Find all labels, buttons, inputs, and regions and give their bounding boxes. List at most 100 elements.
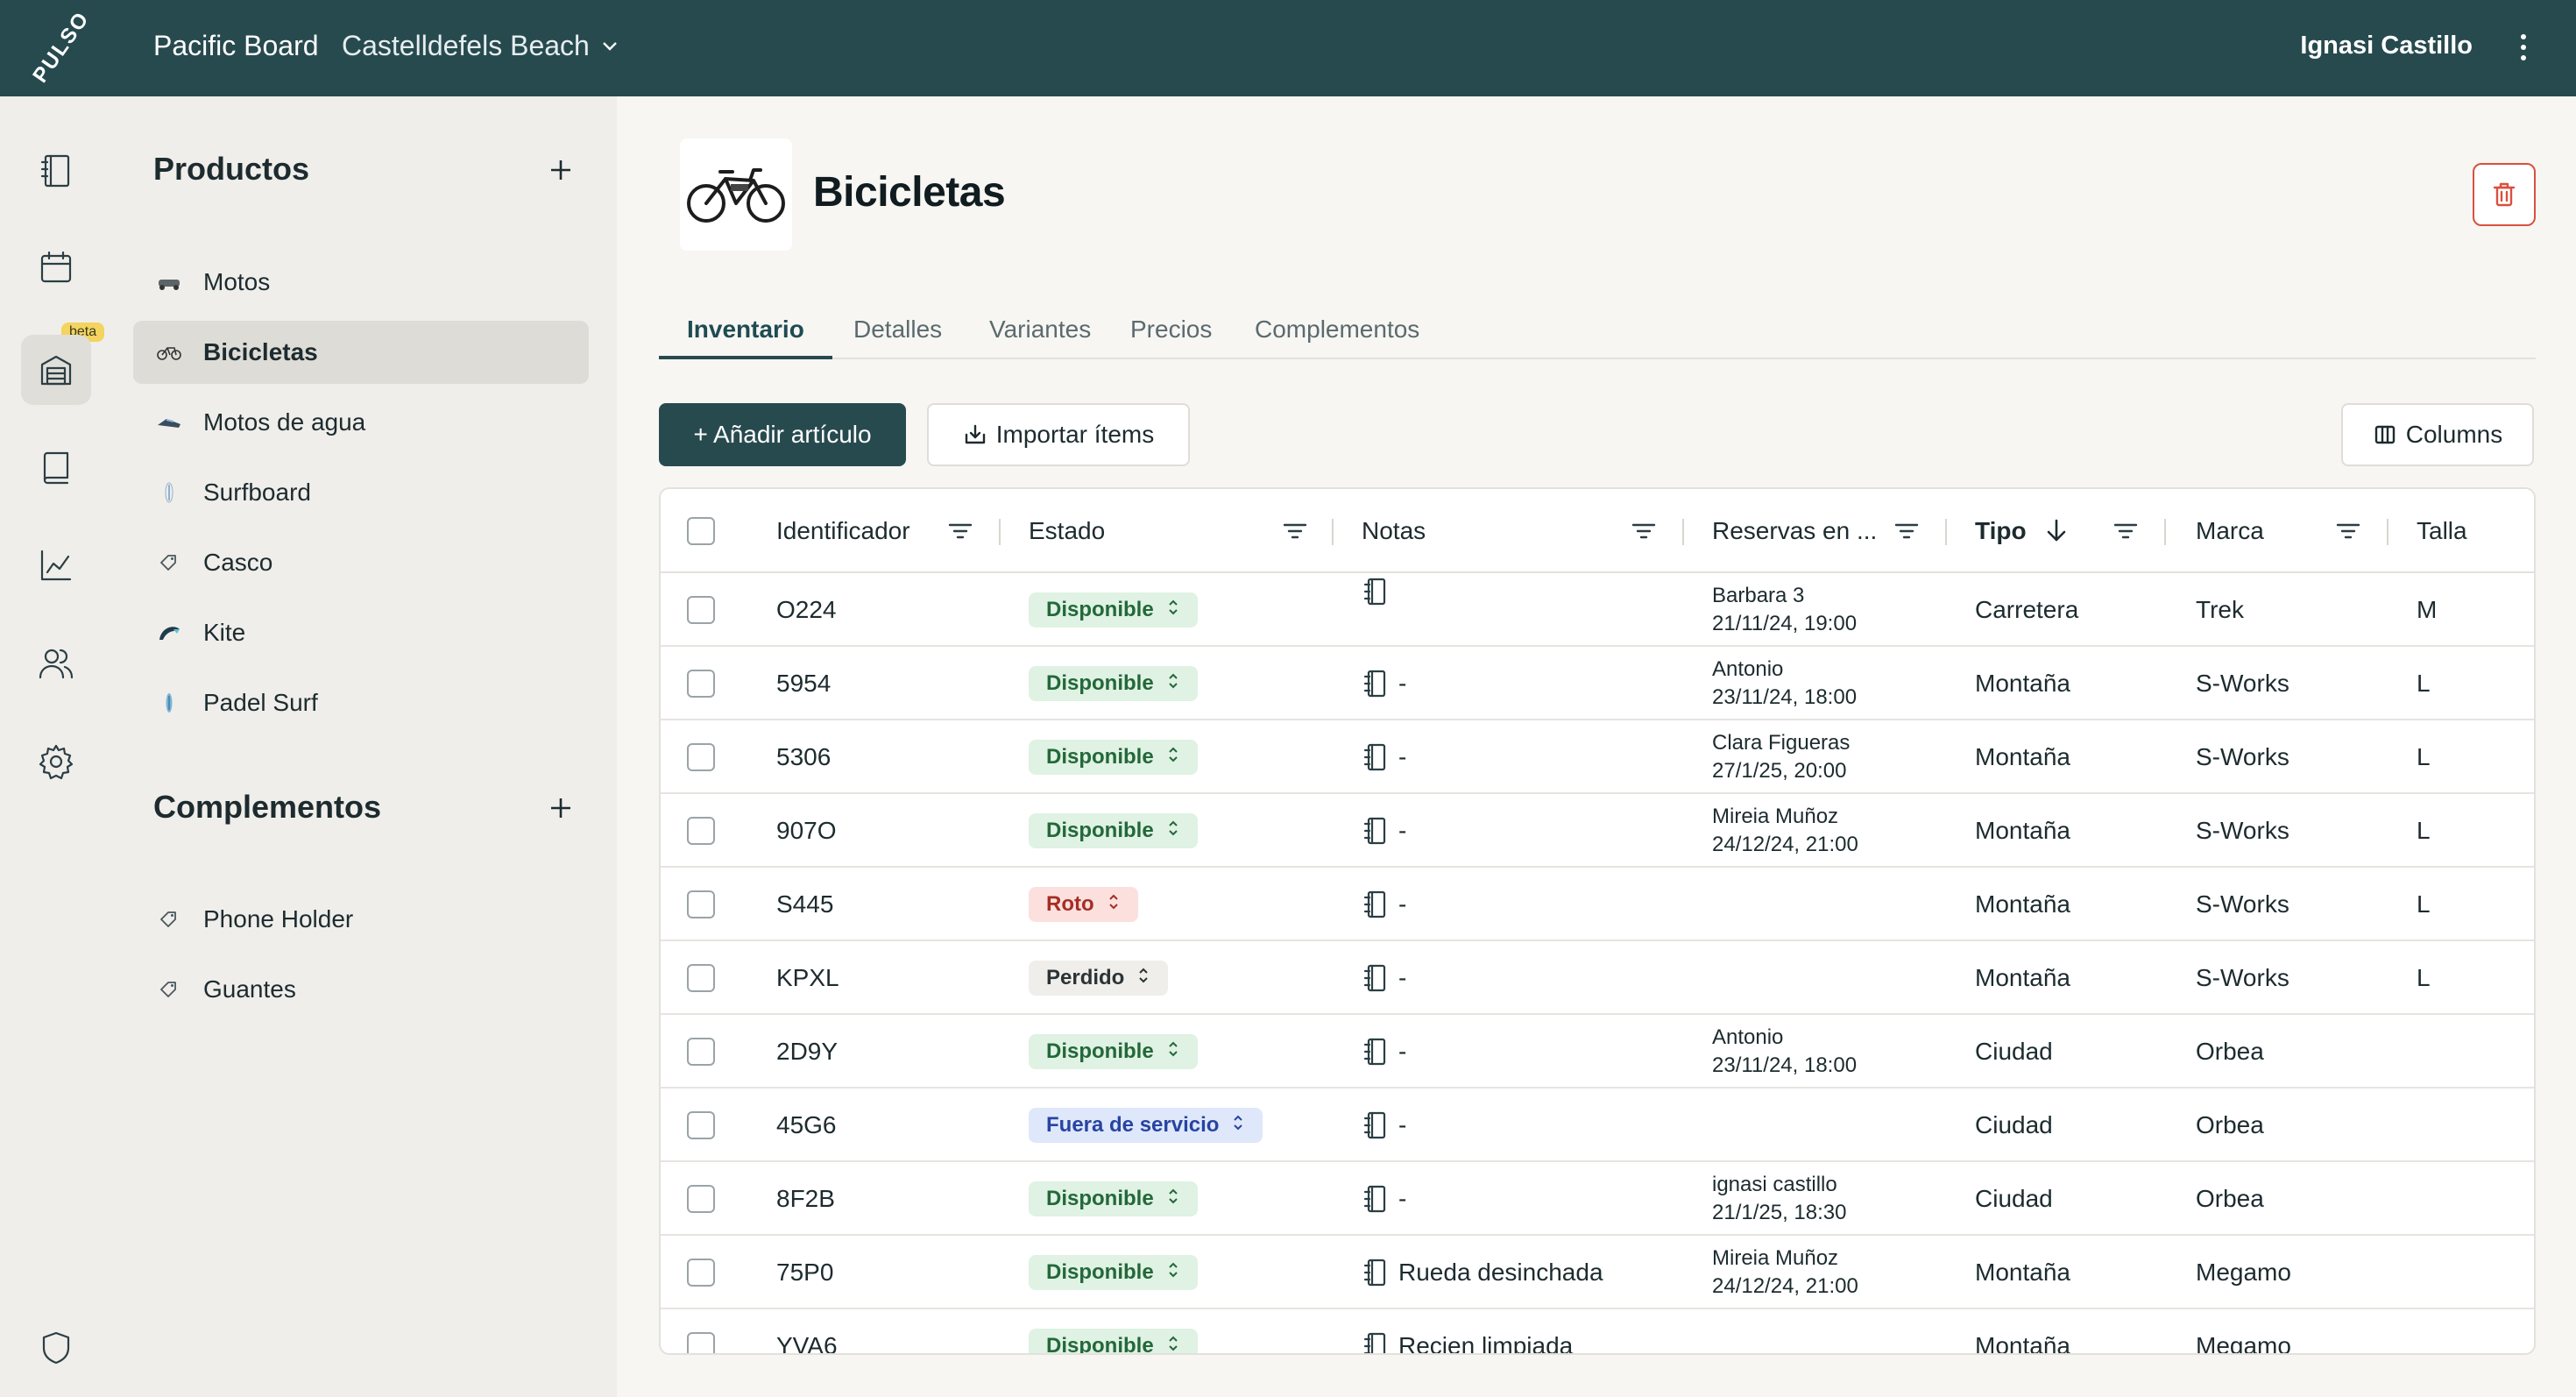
note-icon[interactable] xyxy=(1362,669,1388,698)
row-checkbox[interactable] xyxy=(687,1111,715,1139)
cell-notas[interactable]: - xyxy=(1362,1015,1406,1089)
cell-notas[interactable] xyxy=(1362,573,1398,647)
status-badge[interactable]: Disponible xyxy=(1029,666,1198,701)
cell-notas[interactable]: Rueda desinchada xyxy=(1362,1236,1603,1309)
note-icon[interactable] xyxy=(1362,1258,1388,1287)
filter-icon[interactable] xyxy=(1891,515,1922,547)
note-icon[interactable] xyxy=(1362,890,1388,919)
note-icon[interactable] xyxy=(1362,1110,1388,1140)
location-selector[interactable]: Castelldefels Beach xyxy=(342,30,618,62)
cell-reservas[interactable]: Mireia Muñoz 24/12/24, 21:00 xyxy=(1712,794,1858,868)
column-header-identificador[interactable]: Identificador xyxy=(776,517,910,544)
filter-icon[interactable] xyxy=(2332,515,2364,547)
columns-button[interactable]: Columns xyxy=(2341,403,2534,466)
tab-detalles[interactable]: Detalles xyxy=(853,316,943,343)
inventory-icon[interactable] xyxy=(21,335,91,405)
cell-notas[interactable]: Recien limpiada xyxy=(1362,1309,1573,1353)
status-badge[interactable]: Disponible xyxy=(1029,1329,1198,1353)
table-row[interactable]: 5306 Disponible - Clara Figueras 27/1/25, 20… xyxy=(661,720,2534,794)
note-icon[interactable] xyxy=(1362,1184,1388,1214)
row-checkbox[interactable] xyxy=(687,1259,715,1287)
add-product-button[interactable] xyxy=(543,152,578,188)
column-header-tipo[interactable]: Tipo xyxy=(1975,517,2027,544)
cell-reservas[interactable]: ignasi castillo 21/1/25, 18:30 xyxy=(1712,1162,1846,1236)
add-item-button[interactable]: + Añadir artículo xyxy=(659,403,906,466)
status-badge[interactable]: Disponible xyxy=(1029,740,1198,775)
filter-icon[interactable] xyxy=(945,515,976,547)
table-row[interactable]: 45G6 Fuera de servicio - Ciudad Orbea xyxy=(661,1089,2534,1162)
column-header-reservas[interactable]: Reservas en ... xyxy=(1712,517,1878,544)
cell-notas[interactable]: - xyxy=(1362,941,1406,1015)
sidebar-item-guantes[interactable]: Guantes xyxy=(133,958,589,1021)
shield-icon[interactable] xyxy=(21,1313,91,1383)
status-badge[interactable]: Fuera de servicio xyxy=(1029,1108,1263,1143)
more-options-icon[interactable] xyxy=(2513,26,2534,68)
cell-reservas[interactable]: Barbara 3 21/11/24, 19:00 xyxy=(1712,573,1857,647)
sidebar-item-motos-de-agua[interactable]: Motos de agua xyxy=(133,391,589,454)
column-header-talla[interactable]: Talla xyxy=(2417,517,2467,544)
cell-notas[interactable]: - xyxy=(1362,868,1406,941)
sidebar-item-kite[interactable]: Kite xyxy=(133,601,589,664)
cell-reservas[interactable]: Mireia Muñoz 24/12/24, 21:00 xyxy=(1712,1236,1858,1309)
note-icon[interactable] xyxy=(1362,1037,1388,1067)
table-row[interactable]: 75P0 Disponible Rueda desinchada Mireia Muñ… xyxy=(661,1236,2534,1309)
sidebar-item-motos[interactable]: Motos xyxy=(133,251,589,314)
row-checkbox[interactable] xyxy=(687,817,715,845)
table-row[interactable]: S445 Roto - Montaña S-Works L xyxy=(661,868,2534,941)
status-badge[interactable]: Roto xyxy=(1029,887,1138,922)
table-row[interactable]: 907O Disponible - Mireia Muñoz 24/12/24, 21:… xyxy=(661,794,2534,868)
cell-notas[interactable]: - xyxy=(1362,1089,1406,1162)
cell-reservas[interactable]: Clara Figueras 27/1/25, 20:00 xyxy=(1712,720,1850,794)
notebook-icon[interactable] xyxy=(21,136,91,206)
status-badge[interactable]: Perdido xyxy=(1029,961,1169,996)
cell-reservas[interactable]: Antonio 23/11/24, 18:00 xyxy=(1712,1015,1857,1089)
tab-inventario[interactable]: Inventario xyxy=(659,316,832,359)
cell-notas[interactable]: - xyxy=(1362,647,1406,720)
table-row[interactable]: 2D9Y Disponible - Antonio 23/11/24, 18:00 Ciu… xyxy=(661,1015,2534,1089)
note-icon[interactable] xyxy=(1362,963,1388,993)
tab-complementos[interactable]: Complementos xyxy=(1255,316,1420,343)
user-name[interactable]: Ignasi Castillo xyxy=(2300,32,2473,60)
users-icon[interactable] xyxy=(21,628,91,698)
cell-reservas[interactable]: Antonio 23/11/24, 18:00 xyxy=(1712,647,1857,720)
chart-icon[interactable] xyxy=(21,530,91,600)
table-row[interactable]: KPXL Perdido - Montaña S-Works L xyxy=(661,941,2534,1015)
cell-notas[interactable]: - xyxy=(1362,1162,1406,1236)
column-header-marca[interactable]: Marca xyxy=(2196,517,2264,544)
calendar-icon[interactable] xyxy=(21,232,91,302)
table-row[interactable]: 5954 Disponible - Antonio 23/11/24, 18:00 Mon… xyxy=(661,647,2534,720)
table-row[interactable]: YVA6 Disponible Recien limpiada Montaña Mega… xyxy=(661,1309,2534,1353)
note-icon[interactable] xyxy=(1362,1331,1388,1353)
book-icon[interactable] xyxy=(21,433,91,503)
filter-icon[interactable] xyxy=(1279,515,1311,547)
delete-category-button[interactable] xyxy=(2473,163,2536,226)
row-checkbox[interactable] xyxy=(687,596,715,624)
status-badge[interactable]: Disponible xyxy=(1029,592,1198,628)
row-checkbox[interactable] xyxy=(687,1185,715,1213)
row-checkbox[interactable] xyxy=(687,890,715,918)
row-checkbox[interactable] xyxy=(687,743,715,771)
table-row[interactable]: O224 Disponible Barbara 3 21/11/24, 19:00 Ca… xyxy=(661,573,2534,647)
import-items-button[interactable]: Importar ítems xyxy=(927,403,1190,466)
row-checkbox[interactable] xyxy=(687,1332,715,1353)
sort-descending-icon[interactable] xyxy=(2043,517,2070,545)
sidebar-item-casco[interactable]: Casco xyxy=(133,531,589,594)
sidebar-item-surfboard[interactable]: Surfboard xyxy=(133,461,589,524)
table-row[interactable]: 8F2B Disponible - ignasi castillo 21/1/25, 1… xyxy=(661,1162,2534,1236)
sidebar-item-phone-holder[interactable]: Phone Holder xyxy=(133,888,589,951)
filter-icon[interactable] xyxy=(1628,515,1660,547)
status-badge[interactable]: Disponible xyxy=(1029,1034,1198,1069)
sidebar-item-padel-surf[interactable]: Padel Surf xyxy=(133,671,589,734)
tab-variantes[interactable]: Variantes xyxy=(989,316,1092,343)
tab-precios[interactable]: Precios xyxy=(1130,316,1213,343)
cell-notas[interactable]: - xyxy=(1362,794,1406,868)
status-badge[interactable]: Disponible xyxy=(1029,1181,1198,1216)
sidebar-item-bicicletas[interactable]: Bicicletas xyxy=(133,321,589,384)
row-checkbox[interactable] xyxy=(687,1038,715,1066)
column-header-estado[interactable]: Estado xyxy=(1029,517,1106,544)
pulso-logo[interactable]: PULSO xyxy=(27,7,95,88)
cell-notas[interactable]: - xyxy=(1362,720,1406,794)
select-all-checkbox[interactable] xyxy=(687,517,715,545)
settings-icon[interactable] xyxy=(21,727,91,797)
note-icon[interactable] xyxy=(1362,816,1388,846)
